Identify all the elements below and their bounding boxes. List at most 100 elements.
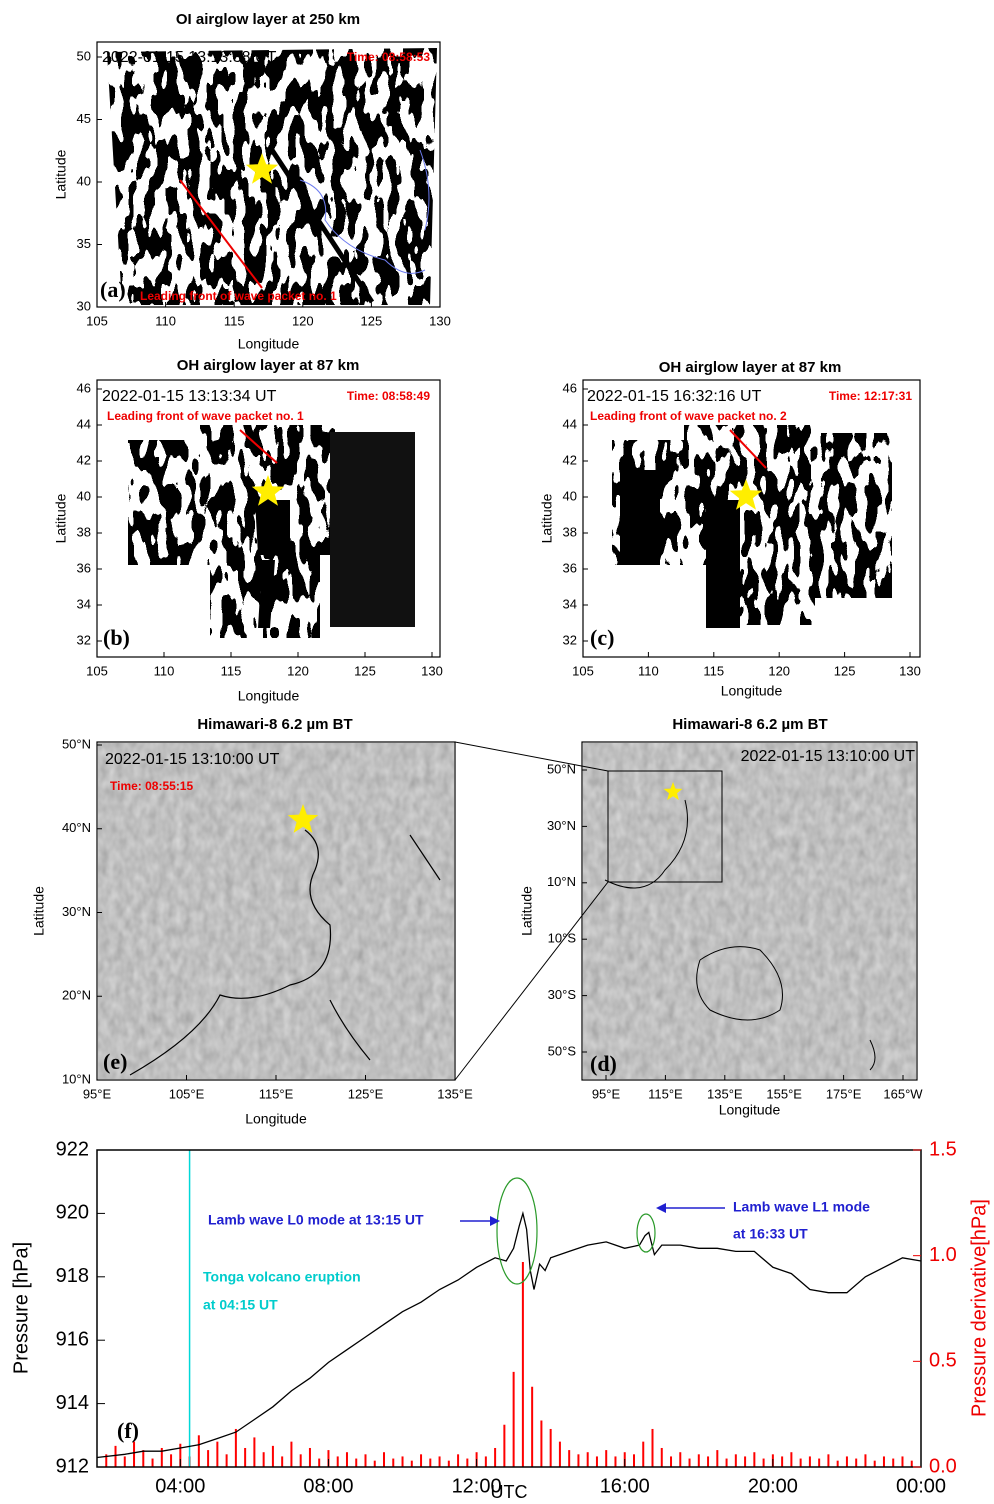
panel-label: (c) bbox=[590, 625, 614, 650]
y2-tick-label: 0.5 bbox=[929, 1350, 957, 1372]
highlight-ellipse bbox=[636, 1213, 656, 1253]
x-tick-label: 125 bbox=[834, 663, 856, 678]
y-tick-label: 42 bbox=[77, 452, 91, 467]
y-tick-label: 42 bbox=[563, 452, 577, 467]
panel-label: (b) bbox=[103, 625, 130, 650]
y2-tick-label: 1.5 bbox=[929, 1138, 957, 1160]
x-tick-label: 115 bbox=[221, 663, 242, 678]
x-tick-label: 12:00 bbox=[452, 1475, 502, 1497]
imagery bbox=[98, 48, 916, 1081]
annotation: Leading front of wave packet no. 1 bbox=[140, 289, 337, 303]
y-axis-label: Latitude bbox=[31, 886, 47, 936]
x-tick-label: 130 bbox=[429, 313, 451, 328]
star-marker bbox=[251, 475, 285, 506]
x-tick-label: 110 bbox=[638, 663, 659, 678]
y-tick-label: 35 bbox=[77, 236, 91, 251]
y-tick-label: 38 bbox=[563, 524, 577, 539]
panel-label: (a) bbox=[100, 277, 126, 302]
panel-title: OH airglow layer at 87 km bbox=[177, 357, 360, 374]
annotation: Lamb wave L0 mode at 13:15 UT bbox=[208, 1212, 424, 1228]
y-tick-label: 32 bbox=[563, 632, 577, 647]
y-axis-label: Latitude bbox=[539, 493, 555, 543]
y-axis-label: Pressure [hPa] bbox=[10, 1242, 32, 1374]
y-tick-label: 914 bbox=[56, 1392, 89, 1414]
y-tick-label: 44 bbox=[77, 416, 91, 431]
x-tick-label: 135°E bbox=[707, 1086, 743, 1101]
x-tick-label: 175°E bbox=[826, 1086, 862, 1101]
x-tick-label: 125°E bbox=[348, 1086, 384, 1101]
y-tick-label: 40 bbox=[77, 173, 91, 188]
y2-tick-label: 0.0 bbox=[929, 1455, 957, 1477]
x-axis-label: Longitude bbox=[719, 1102, 781, 1118]
x-tick-label: 04:00 bbox=[155, 1475, 205, 1497]
time-label: Time: 12:17:31 bbox=[829, 389, 912, 403]
star-marker bbox=[729, 479, 763, 510]
y-axis-label: Latitude bbox=[53, 149, 69, 199]
y-tick-label: 50°N bbox=[62, 736, 91, 751]
x-tick-label: 115 bbox=[703, 663, 724, 678]
x-tick-label: 135°E bbox=[437, 1086, 473, 1101]
y-tick-label: 30°S bbox=[548, 987, 577, 1002]
annotation: Lamb wave L1 mode bbox=[733, 1199, 870, 1215]
y-axis-label: Latitude bbox=[519, 886, 535, 936]
y-tick-label: 50 bbox=[77, 48, 91, 63]
panel-label: (d) bbox=[590, 1051, 617, 1076]
x-tick-label: 115°E bbox=[648, 1086, 683, 1101]
x-tick-label: 120 bbox=[287, 663, 309, 678]
star-marker bbox=[287, 804, 319, 833]
plot-frame bbox=[96, 379, 441, 658]
y-tick-label: 36 bbox=[77, 560, 91, 575]
annotation: at 16:33 UT bbox=[733, 1226, 808, 1242]
annotation: Leading front of wave packet no. 1 bbox=[107, 409, 304, 423]
x-axis-label: Longitude bbox=[245, 1111, 307, 1127]
y-tick-label: 40°N bbox=[62, 820, 91, 835]
timestamp: 2022-01-15 13:13:38 UT bbox=[102, 49, 277, 66]
y-tick-label: 34 bbox=[77, 596, 91, 611]
y-tick-label: 30 bbox=[77, 298, 91, 313]
x-tick-label: 16:00 bbox=[600, 1475, 650, 1497]
y-tick-label: 10°N bbox=[547, 874, 576, 889]
panel-title: Himawari-8 6.2 µm BT bbox=[197, 716, 352, 733]
panel-label: (f) bbox=[117, 1418, 139, 1443]
x-tick-label: 115°E bbox=[259, 1086, 294, 1101]
y-tick-label: 916 bbox=[56, 1328, 89, 1350]
y-tick-label: 40 bbox=[563, 488, 577, 503]
y-tick-label: 36 bbox=[563, 560, 577, 575]
panel-title: OI airglow layer at 250 km bbox=[176, 11, 360, 28]
y-tick-label: 38 bbox=[77, 524, 91, 539]
y2-tick-label: 1.0 bbox=[929, 1244, 957, 1266]
y-tick-label: 20°N bbox=[62, 988, 91, 1003]
y-tick-label: 50°N bbox=[547, 761, 576, 776]
x-tick-label: 130 bbox=[421, 663, 443, 678]
star-marker bbox=[663, 782, 683, 801]
x-tick-label: 105 bbox=[572, 663, 594, 678]
x-axis-label: UTC bbox=[491, 1482, 528, 1502]
y-tick-label: 50°S bbox=[548, 1043, 577, 1058]
x-tick-label: 95°E bbox=[592, 1086, 621, 1101]
panel-label: (e) bbox=[103, 1049, 127, 1074]
timestamp: 2022-01-15 16:32:16 UT bbox=[587, 388, 762, 405]
y-tick-label: 44 bbox=[563, 416, 577, 431]
x-tick-label: 08:00 bbox=[303, 1475, 353, 1497]
y-tick-label: 34 bbox=[563, 596, 577, 611]
x-tick-label: 120 bbox=[292, 313, 314, 328]
x-tick-label: 110 bbox=[154, 663, 175, 678]
annotation: Tonga volcano eruption bbox=[203, 1269, 361, 1285]
x-tick-label: 125 bbox=[354, 663, 376, 678]
y-tick-label: 30°N bbox=[547, 818, 576, 833]
y-tick-label: 912 bbox=[56, 1455, 89, 1477]
arrowhead bbox=[656, 1203, 666, 1213]
x-tick-label: 115 bbox=[224, 313, 245, 328]
y-tick-label: 45 bbox=[77, 111, 91, 126]
x-tick-label: 125 bbox=[361, 313, 383, 328]
y-tick-label: 46 bbox=[77, 380, 91, 395]
highlight-ellipse bbox=[496, 1177, 538, 1285]
y-tick-label: 46 bbox=[563, 380, 577, 395]
pressure-line bbox=[96, 1210, 922, 1459]
timestamp: 2022-01-15 13:10:00 UT bbox=[105, 751, 280, 768]
y-tick-label: 920 bbox=[56, 1202, 89, 1224]
plot-frame bbox=[96, 41, 441, 308]
x-tick-label: 20:00 bbox=[748, 1475, 798, 1497]
x-tick-label: 105 bbox=[86, 313, 108, 328]
